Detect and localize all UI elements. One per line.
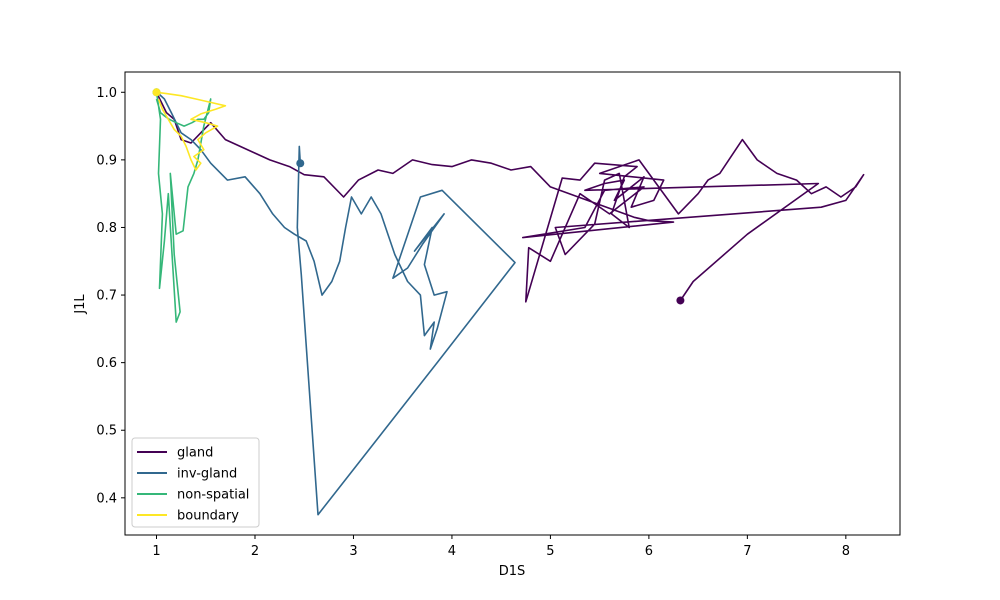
legend: gland inv-gland non-spatial boundary: [131, 437, 260, 528]
y-tick-label: 0.8: [96, 221, 117, 236]
series-line-inv-gland: [157, 93, 516, 516]
legend-label-boundary: boundary: [177, 509, 239, 524]
start-marker-gland: [676, 296, 685, 305]
y-tick-label: 0.9: [96, 153, 117, 168]
start-marker-inv-gland: [296, 159, 305, 168]
x-tick-label: 6: [645, 544, 653, 559]
x-tick-label: 3: [349, 544, 357, 559]
legend-label-gland: gland: [177, 446, 213, 461]
series-line-gland: [155, 91, 865, 303]
legend-label-non-spatial: non-spatial: [177, 488, 249, 503]
x-tick-label: 4: [448, 544, 456, 559]
y-tick-label: 0.5: [96, 424, 117, 439]
x-tick-label: 8: [842, 544, 850, 559]
x-axis: 1 2 3 4 5 6 7 8: [152, 535, 850, 559]
legend-box: [131, 437, 260, 528]
x-tick-label: 1: [152, 544, 160, 559]
series-line-non-spatial: [155, 92, 212, 323]
y-tick-label: 0.4: [96, 491, 117, 506]
start-marker-boundary: [152, 88, 161, 97]
plot-frame: [124, 71, 901, 536]
legend-label-inv-gland: inv-gland: [177, 467, 237, 482]
y-axis: 0.4 0.5 0.6 0.7 0.8 0.9 1.0: [96, 86, 125, 506]
x-tick-label: 7: [743, 544, 751, 559]
series-line-boundary: [156, 91, 227, 171]
y-tick-label: 1.0: [96, 86, 117, 101]
x-tick-label: 5: [546, 544, 554, 559]
x-tick-label: 2: [251, 544, 259, 559]
series-layer: [152, 88, 865, 516]
x-axis-label: D1S: [499, 564, 526, 579]
y-axis-label: J1L: [73, 294, 88, 315]
y-tick-label: 0.7: [96, 289, 117, 304]
y-tick-label: 0.6: [96, 356, 117, 371]
